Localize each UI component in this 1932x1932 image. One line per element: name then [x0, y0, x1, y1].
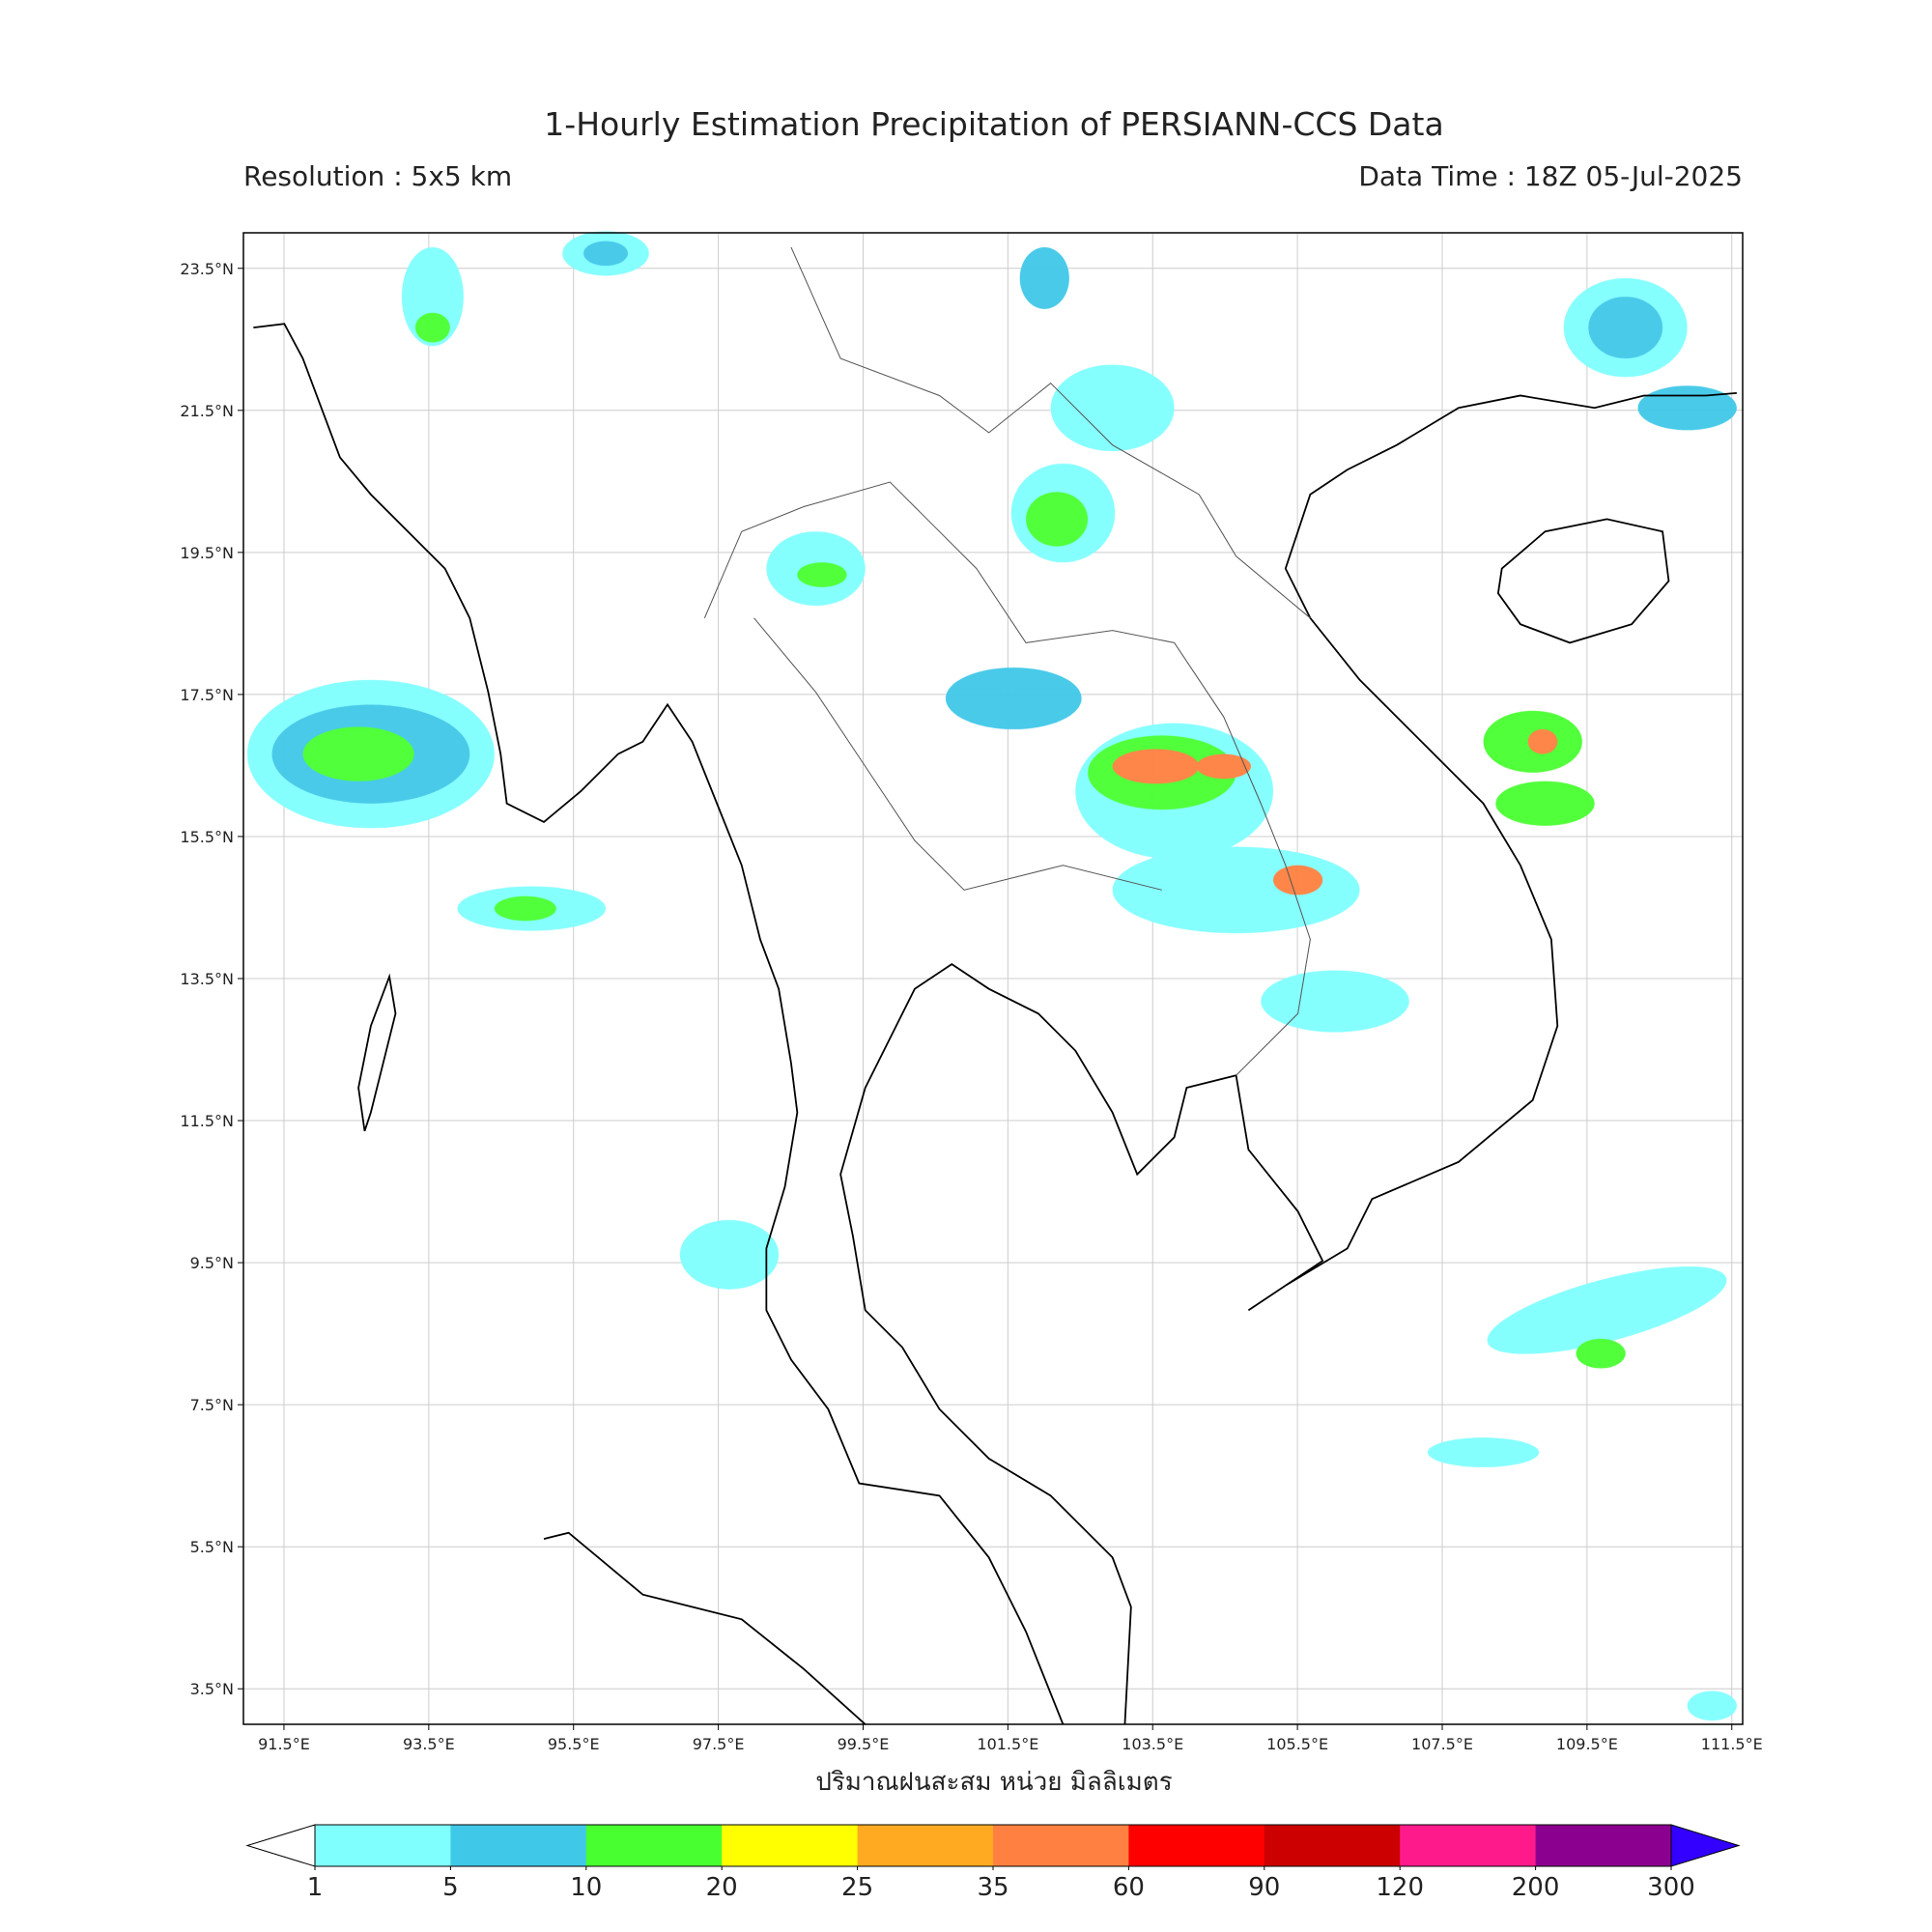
colorbar-segment: [857, 1825, 994, 1866]
colorbar-label: 1: [307, 1873, 324, 1902]
x-tick-label: 107.5°E: [1411, 1735, 1473, 1753]
grid: [243, 233, 1743, 1724]
x-tick-label: 103.5°E: [1122, 1735, 1183, 1753]
colorbar-label: 60: [1113, 1873, 1145, 1902]
colorbar-label: 200: [1512, 1873, 1560, 1902]
colorbar-label: 300: [1647, 1873, 1695, 1902]
y-tick-label: 17.5°N: [180, 686, 234, 704]
data-time: Data Time : 18Z 05-Jul-2025: [1358, 160, 1743, 192]
x-tick-label: 97.5°E: [693, 1735, 745, 1753]
x-tick-label: 101.5°E: [977, 1735, 1038, 1753]
colorbar-segment: [1400, 1825, 1537, 1866]
coastline: [253, 323, 1065, 1725]
y-tick-label: 3.5°N: [190, 1680, 234, 1698]
colorbar-label: 35: [977, 1873, 1009, 1902]
island: [357, 973, 397, 1132]
x-tick-label: 109.5°E: [1556, 1735, 1618, 1753]
colorbar-segment: [1128, 1825, 1265, 1866]
colorbar-label: 10: [570, 1873, 602, 1902]
x-tick-label: 95.5°E: [548, 1735, 600, 1753]
colorbar-label: 20: [706, 1873, 738, 1902]
rain-areas: [246, 231, 1737, 1721]
y-tick-label: 13.5°N: [180, 970, 234, 988]
y-tick-label: 11.5°N: [180, 1112, 234, 1130]
colorbar-label: 5: [442, 1873, 459, 1902]
x-tick-label: 99.5°E: [838, 1735, 890, 1753]
colorbar-under: [245, 1824, 316, 1867]
colorbar-segment: [722, 1825, 859, 1866]
y-tick-label: 5.5°N: [190, 1538, 234, 1556]
x-tick-label: 91.5°E: [258, 1735, 310, 1753]
title: 1-Hourly Estimation Precipitation of PER…: [544, 105, 1443, 143]
y-tick-label: 21.5°N: [180, 402, 234, 420]
axes: 91.5°E 93.5°E 95.5°E 97.5°E 99.5°E 101.5°E 103…: [180, 260, 1762, 1753]
island: [1496, 518, 1670, 644]
y-tick-label: 23.5°N: [180, 260, 234, 278]
colorbar-segment: [1535, 1825, 1672, 1866]
colorbar-label: 90: [1248, 1873, 1280, 1902]
y-tick-label: 19.5°N: [180, 544, 234, 562]
y-tick-label: 9.5°N: [190, 1254, 234, 1272]
x-tick-label: 93.5°E: [403, 1735, 455, 1753]
colorbar-segment: [1264, 1825, 1401, 1866]
map-layer: [246, 231, 1737, 1725]
colorbar-segment: [450, 1825, 587, 1866]
resolution: Resolution : 5x5 km: [243, 160, 512, 192]
coastline: [543, 1531, 867, 1725]
colorbar-segment: [993, 1825, 1129, 1866]
border: [703, 246, 1311, 1076]
colorbar-segment: [585, 1825, 723, 1866]
colorbar: 1 5 10 20 25 35 60 90 120 200 300: [245, 1824, 1741, 1902]
y-tick-label: 7.5°N: [190, 1396, 234, 1414]
colorbar-over: [1670, 1824, 1741, 1867]
colorbar-segment: [315, 1825, 451, 1866]
x-tick-label: 105.5°E: [1266, 1735, 1328, 1753]
colorbar-label: 25: [841, 1873, 873, 1902]
x-tick-label: 111.5°E: [1701, 1735, 1763, 1753]
y-tick-label: 15.5°N: [180, 828, 234, 846]
colorbar-label: 120: [1376, 1873, 1424, 1902]
coastline: [839, 392, 1737, 1725]
x-axis-label: ปริมาณฝนสะสม หน่วย มิลลิเมตร: [815, 1768, 1172, 1797]
